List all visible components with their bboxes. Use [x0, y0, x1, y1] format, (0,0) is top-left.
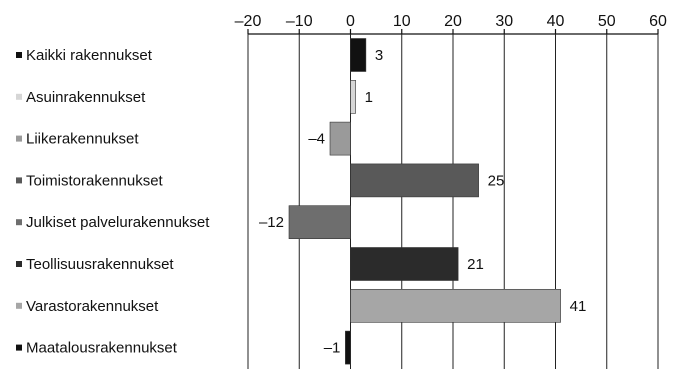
- bars: [288, 38, 561, 365]
- category-marker: [16, 52, 22, 58]
- category-label: Julkiset palvelurakennukset: [26, 214, 210, 231]
- bar: [345, 330, 351, 365]
- x-tick-label: 60: [649, 13, 667, 30]
- bar: [350, 38, 367, 72]
- x-tick-label: –10: [286, 13, 313, 30]
- bar: [350, 163, 479, 198]
- value-label: 1: [365, 89, 373, 106]
- category-marker: [16, 93, 22, 100]
- category-label: Kaikki rakennukset: [26, 47, 153, 64]
- category-marker: [16, 344, 22, 351]
- x-tick-label: 40: [547, 13, 565, 30]
- x-tick-label: 10: [393, 13, 411, 30]
- category-marker: [16, 177, 22, 184]
- category-marker: [16, 219, 22, 226]
- category-marker: [16, 135, 22, 142]
- value-label: –1: [324, 340, 341, 357]
- bar: [350, 288, 561, 323]
- value-label: 21: [467, 256, 484, 273]
- value-label: 3: [375, 47, 383, 64]
- x-tick-label: 50: [598, 13, 616, 30]
- x-tick-label: 30: [495, 13, 513, 30]
- value-label: 41: [570, 298, 587, 315]
- category-label: Teollisuusrakennukset: [26, 256, 174, 273]
- x-tick-label: 20: [444, 13, 462, 30]
- bar: [350, 247, 459, 281]
- x-tick-label: –20: [235, 13, 262, 30]
- category-label: Varastorakennukset: [26, 298, 159, 315]
- value-label: 25: [488, 172, 505, 189]
- x-tick-label: 0: [346, 13, 355, 30]
- category-label: Liikerakennukset: [26, 131, 139, 148]
- value-labels: 3 1 –4 25 –12 21 41 –1: [259, 47, 586, 357]
- bar: [288, 205, 351, 239]
- category-label: Toimistorakennukset: [26, 172, 164, 189]
- bar: [350, 80, 356, 114]
- category-marker: [16, 302, 22, 309]
- category-marker: [16, 261, 22, 267]
- category-label: Asuinrakennukset: [26, 89, 146, 106]
- value-label: –12: [259, 214, 284, 231]
- category-labels: Kaikki rakennukset Asuinrakennukset Liiker…: [16, 47, 210, 357]
- bar: [329, 121, 351, 156]
- category-label: Maatalousrakennukset: [26, 340, 178, 357]
- value-label: –4: [308, 131, 325, 148]
- x-axis-ticks: –20 –10 0 10 20 30 40 50 60: [235, 13, 667, 34]
